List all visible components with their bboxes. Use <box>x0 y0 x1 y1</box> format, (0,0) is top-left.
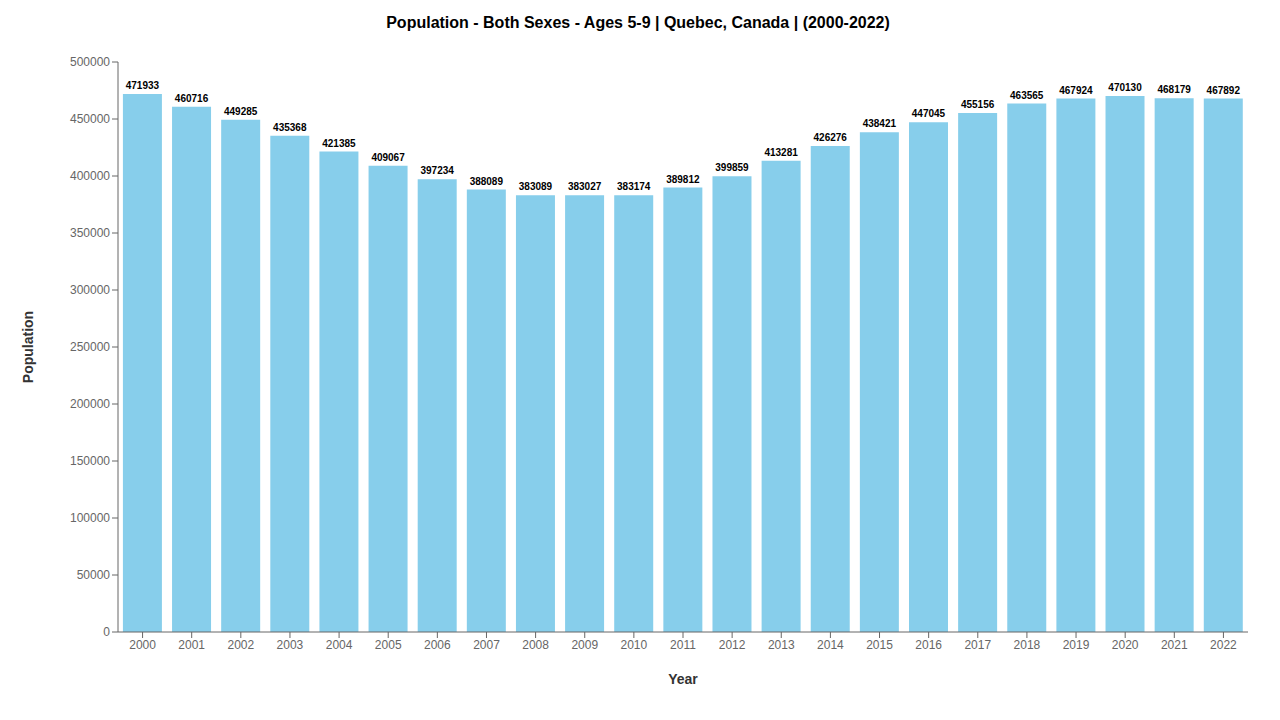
svg-text:460716: 460716 <box>175 93 209 104</box>
html-text:Population - Both Sexes - Ages: Population - Both Sexes - Ages 5-9 | Que… <box>386 14 890 31</box>
svg-text:50000: 50000 <box>77 568 111 582</box>
svg-text:2017: 2017 <box>964 638 991 652</box>
svg-text:389812: 389812 <box>666 174 700 185</box>
svg-text:2022: 2022 <box>1210 638 1237 652</box>
svg-text:2014: 2014 <box>817 638 844 652</box>
svg-text:300000: 300000 <box>70 283 110 297</box>
svg-text:2008: 2008 <box>522 638 549 652</box>
svg-text:388089: 388089 <box>470 176 504 187</box>
svg-text:2009: 2009 <box>571 638 598 652</box>
svg-text:0: 0 <box>103 625 110 639</box>
svg-text:2016: 2016 <box>915 638 942 652</box>
svg-text:2005: 2005 <box>375 638 402 652</box>
svg-text:383027: 383027 <box>568 181 602 192</box>
svg-text:2012: 2012 <box>719 638 746 652</box>
svg-text:435368: 435368 <box>273 122 307 133</box>
svg-text:2020: 2020 <box>1112 638 1139 652</box>
svg-text:250000: 250000 <box>70 340 110 354</box>
svg-text:450000: 450000 <box>70 112 110 126</box>
svg-text:2019: 2019 <box>1063 638 1090 652</box>
svg-text:421385: 421385 <box>322 138 356 149</box>
svg-text:438421: 438421 <box>863 118 897 129</box>
svg-text:468179: 468179 <box>1157 84 1191 95</box>
svg-text:400000: 400000 <box>70 169 110 183</box>
svg-text:2010: 2010 <box>621 638 648 652</box>
svg-text:2001: 2001 <box>178 638 205 652</box>
svg-text:150000: 150000 <box>70 454 110 468</box>
svg-text:100000: 100000 <box>70 511 110 525</box>
svg-text:397234: 397234 <box>421 165 455 176</box>
svg-text:413281: 413281 <box>764 147 798 158</box>
svg-text:470130: 470130 <box>1108 82 1142 93</box>
svg-text:500000: 500000 <box>70 55 110 69</box>
svg-text:449285: 449285 <box>224 106 258 117</box>
svg-text:2000: 2000 <box>129 638 156 652</box>
svg-text:350000: 350000 <box>70 226 110 240</box>
svg-text:467924: 467924 <box>1059 85 1093 96</box>
svg-text:383174: 383174 <box>617 181 651 192</box>
svg-text:409067: 409067 <box>371 152 405 163</box>
svg-text:383089: 383089 <box>519 181 553 192</box>
svg-text:426276: 426276 <box>814 132 848 143</box>
svg-text:Population: Population <box>20 311 36 383</box>
svg-text:200000: 200000 <box>70 397 110 411</box>
svg-text:467892: 467892 <box>1207 85 1241 96</box>
svg-text:463565: 463565 <box>1010 90 1044 101</box>
svg-text:2007: 2007 <box>473 638 500 652</box>
svg-text:2002: 2002 <box>227 638 254 652</box>
svg-text:2003: 2003 <box>277 638 304 652</box>
svg-text:471933: 471933 <box>126 80 160 91</box>
svg-text:2018: 2018 <box>1014 638 1041 652</box>
svg-text:455156: 455156 <box>961 99 995 110</box>
svg-text:Year: Year <box>668 671 698 687</box>
svg-text:2006: 2006 <box>424 638 451 652</box>
svg-text:399859: 399859 <box>715 162 749 173</box>
svg-text:2004: 2004 <box>326 638 353 652</box>
svg-text:2011: 2011 <box>670 638 696 652</box>
svg-text:2021: 2021 <box>1161 638 1188 652</box>
svg-text:447045: 447045 <box>912 108 946 119</box>
svg-text:2013: 2013 <box>768 638 795 652</box>
svg-text:2015: 2015 <box>866 638 893 652</box>
